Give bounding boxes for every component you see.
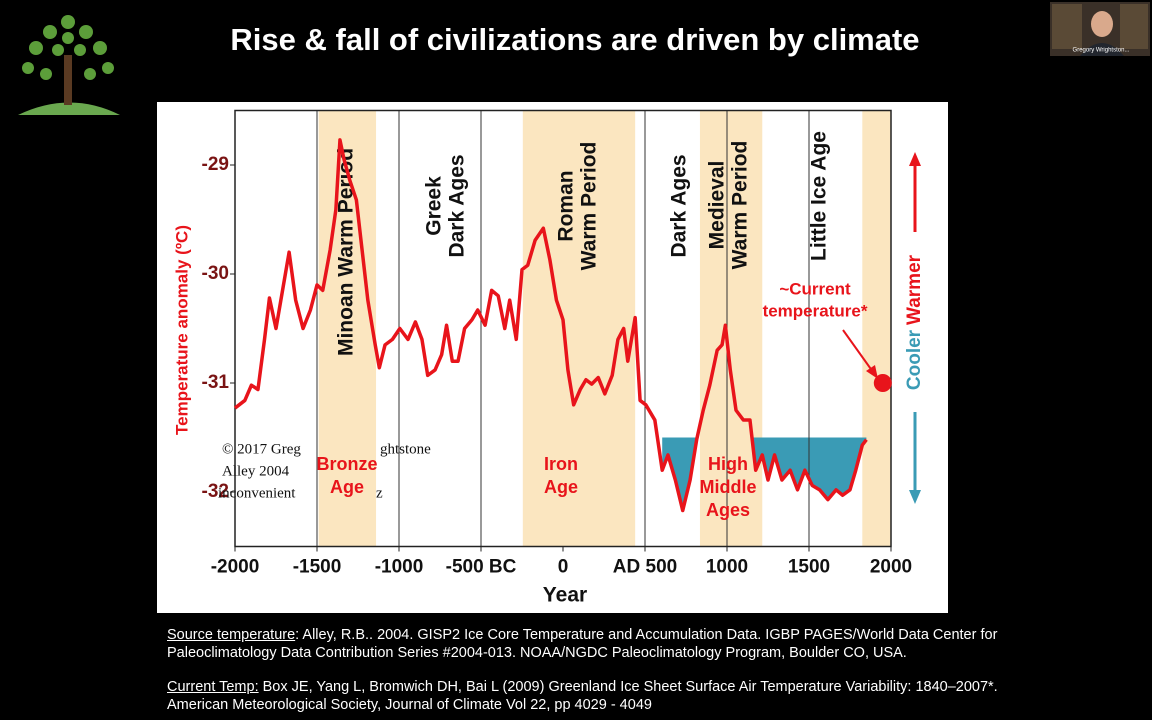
y-tick-label: -32 [202, 481, 229, 502]
period-label: Warm Period [729, 141, 752, 270]
current-note: Current Temp: Box JE, Yang L, Bromwich D… [167, 678, 1037, 714]
annotation: temperature* [763, 301, 868, 320]
era-label: High [708, 454, 748, 474]
warmer-label: Warmer [904, 254, 925, 325]
period-band [699, 110, 763, 547]
current-text: Box JE, Yang L, Bromwich DH, Bai L (2009… [167, 679, 998, 713]
source-note: Source temperature: Alley, R.B.. 2004. G… [167, 626, 1037, 662]
x-tick-label: -500 BC [446, 557, 517, 578]
era-label: Age [330, 477, 364, 497]
era-label: Age [544, 477, 578, 497]
slide-title: Rise & fall of civilizations are driven … [230, 22, 919, 57]
x-tick-label: 1000 [706, 557, 748, 578]
era-label: Ages [706, 500, 750, 520]
current-label: Current Temp: [167, 679, 259, 695]
annotation: ~Current [779, 279, 851, 298]
x-tick-label: -2000 [211, 557, 260, 578]
copyright-text: inconvenient [218, 485, 296, 501]
period-band [318, 110, 377, 547]
cooler-label: Cooler [904, 329, 925, 390]
period-label: Little Ice Age [808, 131, 831, 261]
copyright-text: © 2017 Greg [222, 441, 301, 457]
webcam-name: Gregory Wrightston... [1073, 48, 1130, 54]
x-tick-label: -1500 [293, 557, 342, 578]
arrow-head [866, 365, 878, 379]
period-label: Greek [423, 176, 446, 236]
x-tick-label: -1000 [375, 557, 424, 578]
era-label: Middle [700, 477, 757, 497]
warm-arrow-head [909, 152, 921, 166]
period-label: Roman [555, 170, 578, 241]
copyright-text: Alley 2004 [222, 463, 290, 479]
annotation-arrow [842, 329, 874, 373]
y-tick-label: -30 [202, 263, 229, 284]
y-axis-label: Temperature anomaly (ºC) [172, 225, 191, 435]
period-label: Dark Ages [668, 154, 691, 257]
x-tick-label: 2000 [870, 557, 912, 578]
logo [18, 15, 120, 115]
y-tick-label: -29 [202, 154, 229, 175]
current-point [873, 374, 892, 392]
period-label: Dark Ages [446, 154, 469, 257]
copyright-text: ghtstone [380, 441, 431, 457]
period-band [862, 110, 891, 547]
x-tick-label: 1500 [788, 557, 830, 578]
source-label: Source temperature [167, 627, 296, 643]
period-label: Minoan Warm Period [335, 148, 358, 356]
cool-arrow-head [909, 490, 921, 504]
period-label: Warm Period [578, 142, 601, 271]
y-tick-label: -31 [202, 372, 230, 393]
period-label: Medieval [706, 161, 729, 250]
era-label: Bronze [316, 454, 377, 474]
period-band [522, 110, 636, 547]
source-text: : Alley, R.B.. 2004. GISP2 Ice Core Temp… [167, 627, 998, 661]
era-label: Iron [544, 454, 578, 474]
temperature-line [233, 138, 868, 513]
webcam [1050, 2, 1150, 56]
x-tick-label: 0 [558, 557, 569, 578]
x-tick-label: AD 500 [613, 557, 677, 578]
x-axis-label: Year [543, 584, 587, 607]
cool-shading [662, 437, 867, 511]
copyright-text: z [376, 485, 383, 501]
